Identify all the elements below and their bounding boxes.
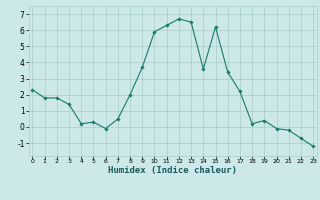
X-axis label: Humidex (Indice chaleur): Humidex (Indice chaleur) — [108, 166, 237, 175]
